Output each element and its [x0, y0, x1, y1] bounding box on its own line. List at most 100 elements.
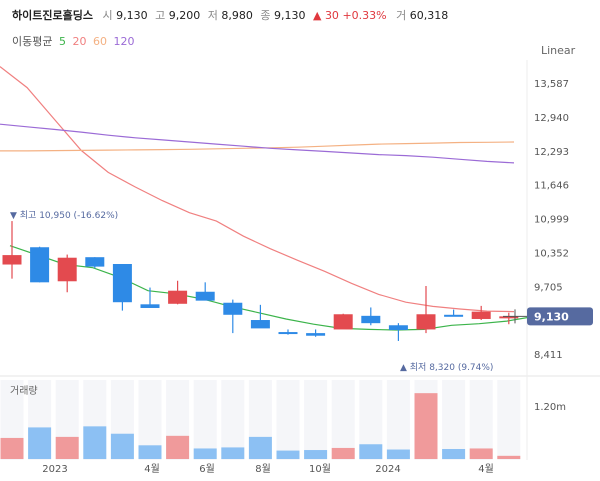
candle-body — [250, 320, 270, 329]
volume-bar — [331, 447, 355, 459]
low-price-annotation: ▲ 최저 8,320 (9.74%) — [400, 362, 493, 373]
candle-body — [416, 314, 436, 330]
volume-bar — [110, 433, 134, 459]
volume-column-bg — [221, 380, 245, 460]
candle-body — [361, 315, 381, 324]
price-badge-bg — [527, 307, 593, 326]
volume-column-bg — [193, 380, 217, 460]
stock-quote-header: 하이트진로홀딩스 시 9,130 고 9,200 저 8,980 종 9,130… — [12, 7, 452, 25]
ma60-line — [0, 141, 515, 152]
volume-column-bg — [331, 380, 355, 460]
candle-body — [2, 255, 22, 265]
volume-bar — [138, 445, 162, 459]
close-value: 9,130 — [273, 9, 306, 22]
change-percent: +0.33% — [342, 9, 387, 22]
volume-column-bg — [359, 380, 383, 460]
volume-bar — [469, 448, 493, 459]
open-label: 시 — [102, 9, 113, 22]
close-label: 종 — [260, 9, 271, 22]
price-tick-label: 8,411 — [534, 350, 563, 361]
volume-column-bg — [469, 380, 493, 460]
candle-body — [85, 257, 105, 267]
candle-body — [140, 304, 160, 308]
volume-bar — [442, 448, 466, 459]
volume-value: 60,318 — [409, 9, 449, 22]
candle-body — [57, 257, 77, 282]
volume-panel-title: 거래량 — [10, 386, 38, 397]
ma20-line — [0, 66, 515, 313]
scale-mode-toggle[interactable]: Linear — [541, 44, 576, 57]
price-tick-label: 12,940 — [534, 113, 569, 124]
candle-body — [444, 314, 464, 317]
candlesticks — [2, 221, 519, 341]
ma120-line — [0, 123, 515, 164]
ma-legend-label: 이동평균 — [12, 35, 53, 48]
candle-body — [168, 290, 188, 304]
price-badge-label: 9,130 — [534, 310, 569, 323]
price-tick-label: 10,999 — [534, 215, 569, 226]
price-tick-label: 12,293 — [534, 147, 569, 158]
low-value: 8,980 — [221, 9, 253, 22]
candle-body — [471, 311, 491, 319]
ma-period-20[interactable]: 20 — [72, 35, 87, 48]
volume-bar — [28, 427, 52, 459]
volume-bar — [414, 393, 438, 459]
time-tick-label: 8월 — [255, 463, 271, 475]
volume-bar — [359, 444, 383, 459]
volume-label: 거 — [396, 9, 407, 22]
volume-bar — [248, 436, 272, 459]
ma5-line — [9, 245, 535, 331]
open-value: 9,130 — [116, 9, 148, 22]
volume-bars — [0, 393, 521, 459]
moving-average-lines — [0, 66, 535, 331]
candle-body — [388, 325, 408, 330]
volume-column-bg — [138, 380, 162, 460]
ma-period-60[interactable]: 60 — [92, 35, 107, 48]
candle-body — [333, 314, 353, 330]
volume-bar — [55, 436, 79, 459]
volume-bar — [386, 449, 410, 459]
volume-column-bg — [304, 380, 328, 460]
volume-bar — [497, 455, 521, 459]
ma-period-120[interactable]: 120 — [113, 35, 135, 48]
candle-body — [223, 302, 243, 315]
candle-body — [30, 247, 50, 283]
candle-body — [306, 333, 326, 336]
volume-bar — [0, 437, 24, 459]
high-value: 9,200 — [168, 9, 201, 22]
price-tick-label: 9,705 — [534, 282, 563, 293]
price-tick-label: 13,587 — [534, 79, 569, 90]
change-value: 30 — [324, 9, 339, 22]
time-axis-ticks: 2023 4월 6월 8월 10월 2024 4월 — [42, 463, 494, 475]
change-arrow-icon: ▲ — [312, 9, 322, 22]
volume-bar — [193, 448, 217, 459]
time-tick-label: 2024 — [375, 464, 400, 475]
high-label: 고 — [155, 9, 166, 22]
chart-annotations: ▼ 최고 10,950 (-16.62%) ▲ 최저 8,320 (9.74%) — [10, 210, 493, 373]
candle-body — [195, 291, 215, 301]
volume-column-bg — [276, 380, 300, 460]
price-tick-label: 11,646 — [534, 181, 569, 192]
price-axis-ticks: 13,587 12,940 12,293 11,646 10,999 10,352 9,70… — [534, 79, 569, 361]
candle-body — [278, 332, 298, 335]
volume-column-bg — [497, 380, 521, 460]
volume-bar — [166, 435, 190, 459]
candle-body — [112, 263, 132, 303]
current-price-badge: 9,130 — [503, 307, 593, 326]
stock-name: 하이트진로홀딩스 — [12, 9, 93, 22]
candle-body — [499, 316, 519, 319]
volume-bar — [83, 426, 107, 459]
high-price-annotation: ▼ 최고 10,950 (-16.62%) — [10, 210, 118, 221]
volume-axis-tick: 1.20m — [534, 402, 566, 413]
time-tick-label: 4월 — [478, 463, 494, 475]
time-tick-label: 4월 — [144, 463, 160, 475]
volume-bar — [304, 450, 328, 459]
time-tick-label: 6월 — [199, 463, 215, 475]
ma-period-5[interactable]: 5 — [58, 35, 66, 48]
moving-average-legend: 이동평균 5 20 60 120 — [12, 33, 137, 49]
volume-bar — [276, 450, 300, 459]
volume-column-bg — [386, 380, 410, 460]
price-tick-label: 10,352 — [534, 248, 569, 259]
time-tick-label: 10월 — [309, 463, 331, 475]
